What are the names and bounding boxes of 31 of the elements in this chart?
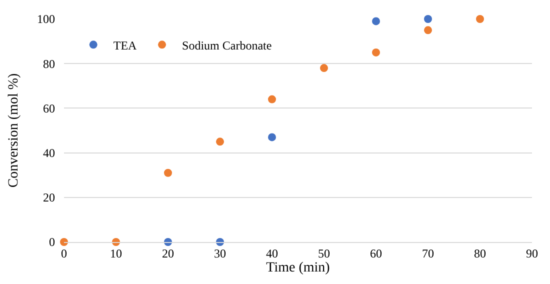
- point: [372, 17, 380, 26]
- x-tick-label: 50: [318, 246, 330, 260]
- point: [424, 15, 432, 23]
- point: [476, 15, 484, 23]
- point: [216, 138, 224, 146]
- x-tick-label: 90: [526, 246, 538, 260]
- x-tick-label: 80: [474, 246, 486, 260]
- y-tick-label: 80: [43, 56, 55, 71]
- y-tick-label: 40: [43, 146, 55, 160]
- x-tick-label: 20: [162, 246, 174, 260]
- point: [372, 48, 380, 56]
- x-tick-label: 60: [370, 246, 382, 260]
- point: [320, 64, 328, 72]
- point: [60, 238, 68, 246]
- point: [424, 26, 432, 34]
- x-tick-label: 10: [110, 246, 122, 260]
- y-tick-label: 20: [43, 190, 55, 205]
- x-tick-label: 30: [214, 246, 226, 260]
- legend-label: Sodium Carbonate: [182, 38, 272, 52]
- point: [268, 133, 276, 142]
- x-axis-title: Time (min): [266, 260, 330, 276]
- x-tick-label: 40: [266, 246, 278, 260]
- y-tick-label: 100: [37, 12, 55, 26]
- x-tick-label: 70: [422, 246, 434, 260]
- y-axis-title: Conversion (mol %): [6, 73, 22, 188]
- point: [268, 95, 276, 104]
- legend-label: TEA: [113, 38, 138, 52]
- x-tick-label: 0: [61, 246, 67, 260]
- point: [164, 168, 172, 177]
- y-tick-label: 0: [49, 235, 55, 250]
- y-tick-label: 60: [43, 101, 55, 116]
